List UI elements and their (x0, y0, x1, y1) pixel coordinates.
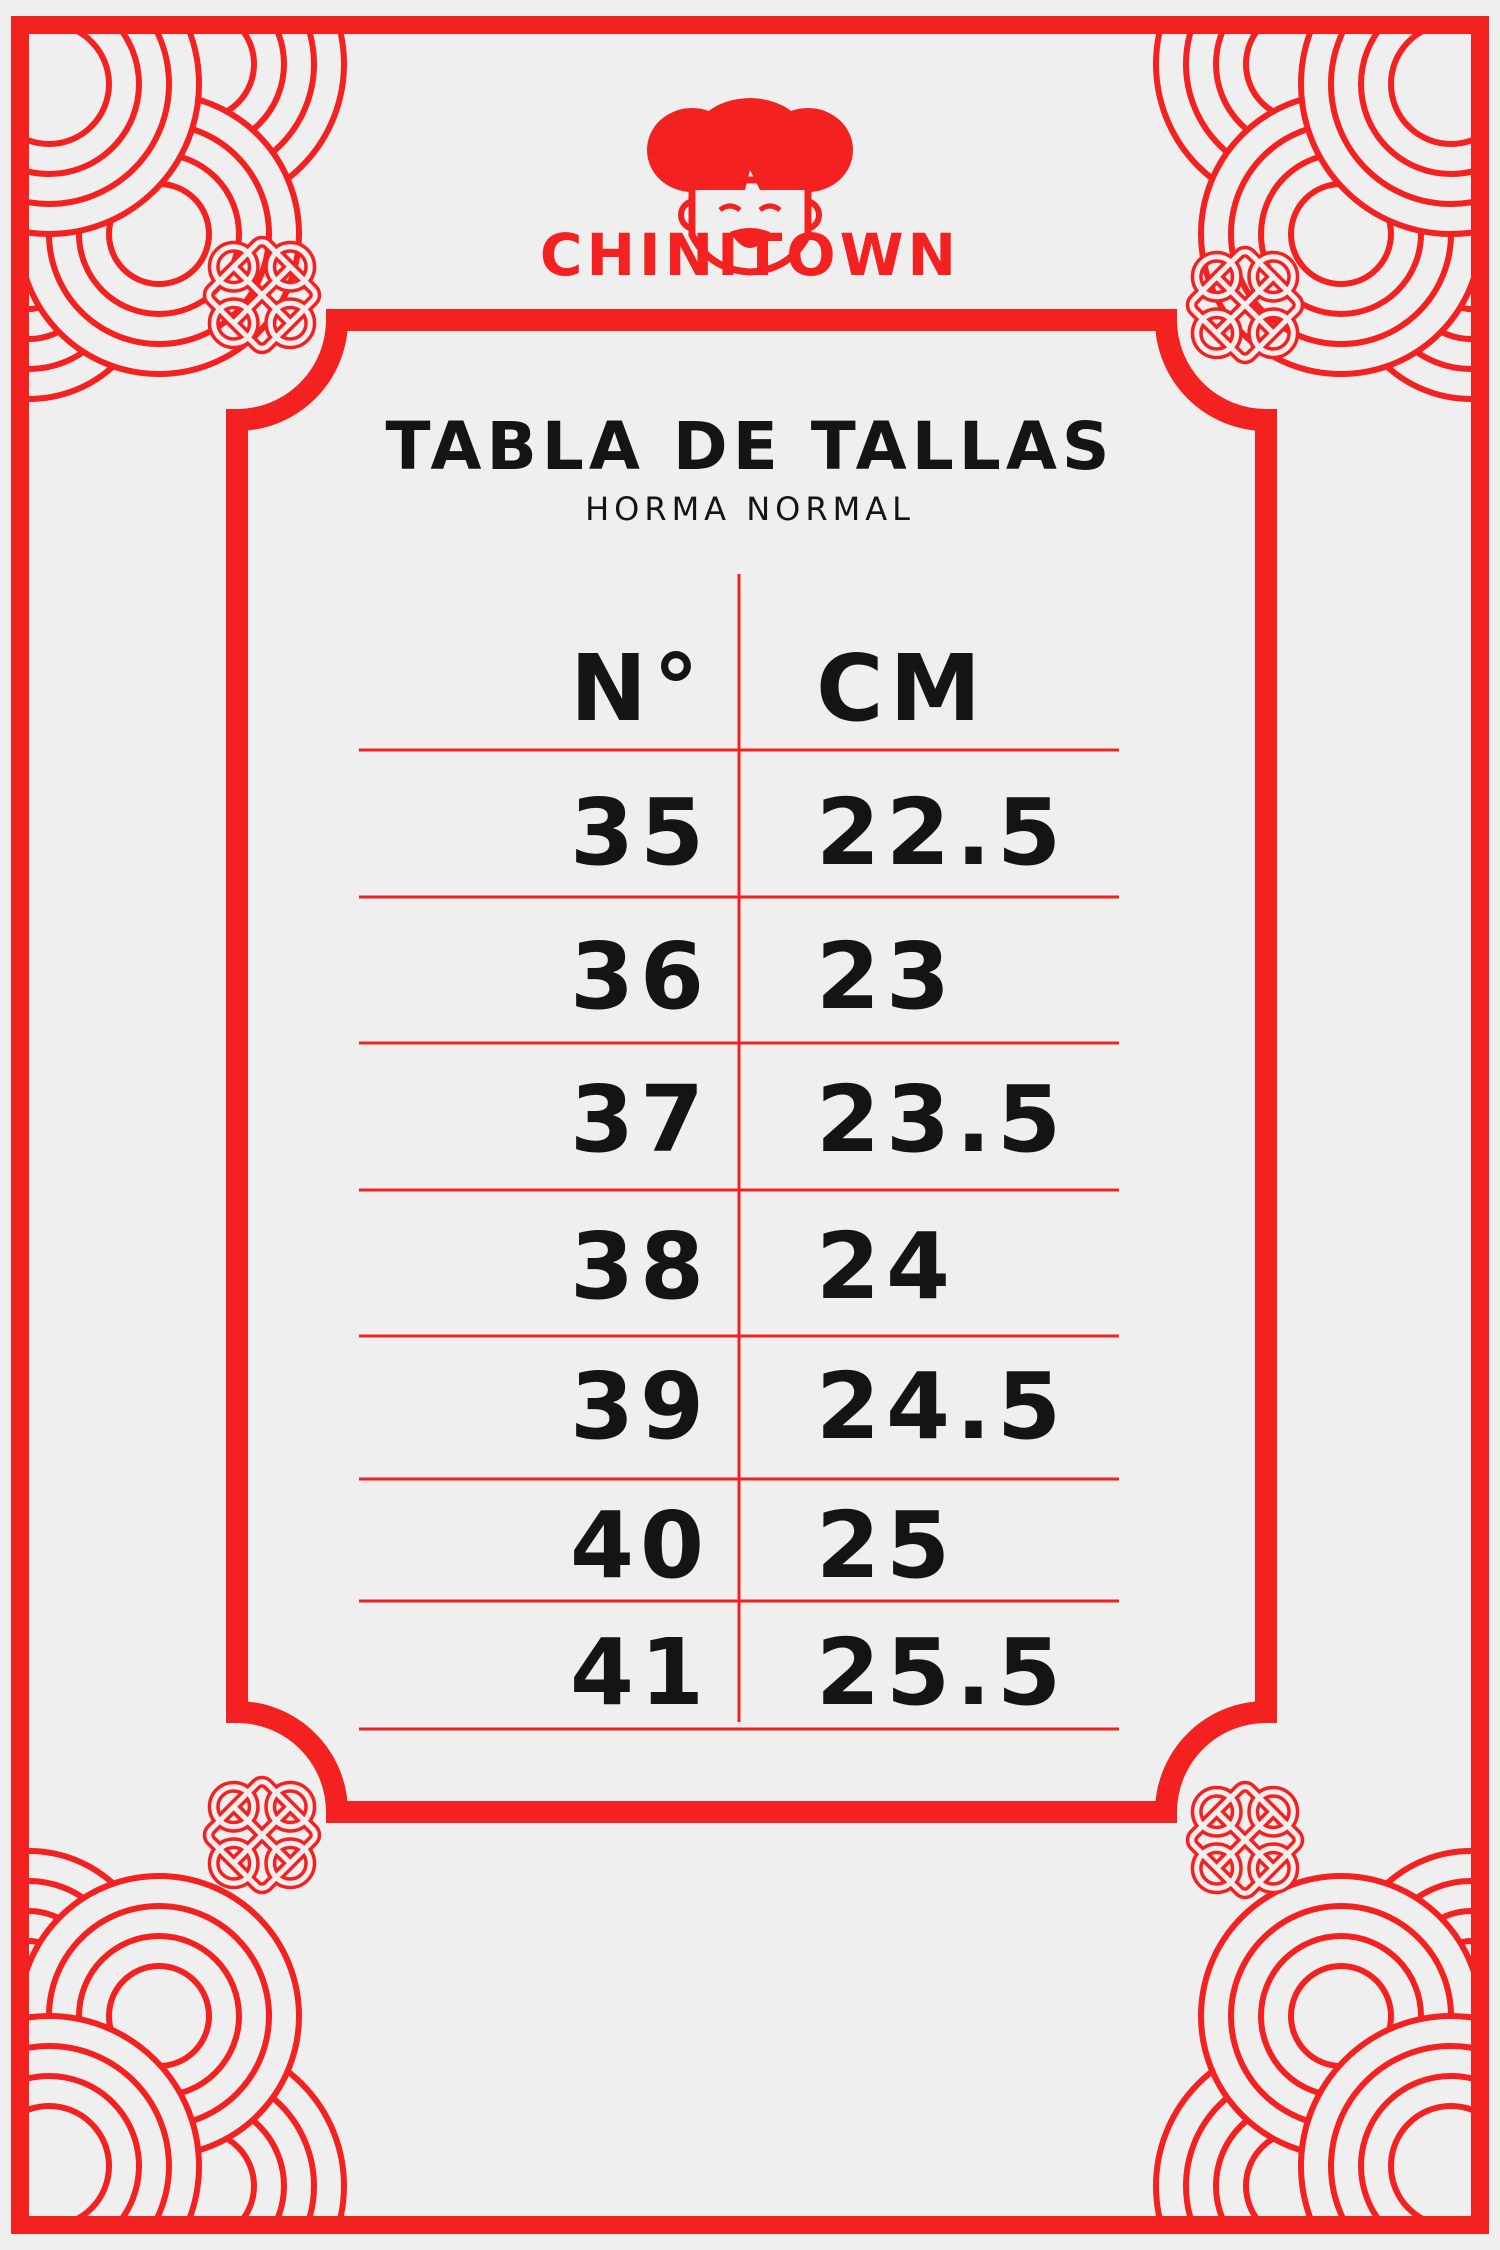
size-cell: 38 (570, 1213, 711, 1320)
cm-cell: 24.5 (816, 1353, 1067, 1460)
cm-cell: 23 (816, 923, 957, 1030)
girl-face-logo (647, 98, 853, 276)
size-cell: 36 (570, 923, 711, 1030)
table-grid (359, 574, 1119, 1731)
page-subtitle: HORMA NORMAL (585, 490, 915, 528)
table-frame (226, 309, 1277, 1823)
cm-cell: 25 (816, 1492, 957, 1599)
corner-pattern-top-right (1156, 0, 1500, 399)
outer-border (11, 16, 1489, 2234)
size-cell: 35 (570, 779, 711, 886)
cm-cell: 22.5 (816, 779, 1067, 886)
brand-wordmark: CHINITOWN (540, 221, 960, 289)
size-cell: 41 (570, 1619, 711, 1726)
corner-pattern-bottom-right (1156, 1851, 1500, 2250)
cm-cell: 23.5 (816, 1066, 1067, 1173)
cm-cell: 25.5 (816, 1619, 1067, 1726)
size-cell: 39 (570, 1353, 711, 1460)
size-cell: 40 (570, 1492, 711, 1599)
header-cm: CM (816, 635, 988, 742)
page-title: TABLA DE TALLAS (385, 408, 1115, 485)
header-size: N° (570, 635, 705, 742)
size-cell: 37 (570, 1066, 711, 1173)
corner-pattern-bottom-left (0, 1851, 344, 2250)
cm-cell: 24 (816, 1213, 957, 1320)
